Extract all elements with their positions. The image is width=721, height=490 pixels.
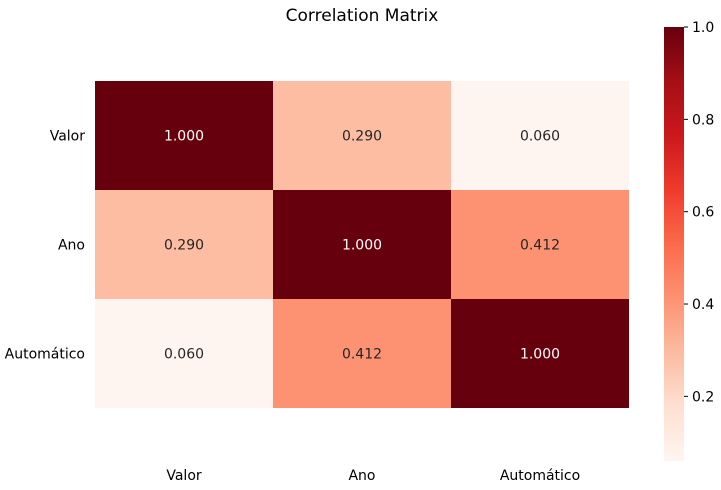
heatmap-cells: 1.000 0.290 0.060 0.290 1.000 0.412 0.060 0.412… <box>95 81 629 408</box>
colorbar-tick-label: 0.2 <box>692 389 714 405</box>
heatmap-cell <box>95 81 273 190</box>
x-tick-label: Automático <box>500 468 580 484</box>
cell-value-label: 0.290 <box>342 129 382 145</box>
colorbar-gradient <box>664 27 684 461</box>
chart-title: Correlation Matrix <box>286 6 439 26</box>
x-tick-label: Ano <box>348 468 375 484</box>
x-axis: Valor Ano Automático <box>166 468 580 484</box>
heatmap-cell <box>95 299 273 408</box>
cell-value-label: 0.060 <box>520 129 560 145</box>
heatmap-cell <box>273 81 451 190</box>
heatmap-cell <box>273 190 451 299</box>
cell-value-label: 1.000 <box>520 347 560 363</box>
heatmap-cell <box>451 81 629 190</box>
cell-value-label: 1.000 <box>342 238 382 254</box>
heatmap-cell <box>95 190 273 299</box>
cell-value-label: 0.412 <box>342 347 382 363</box>
y-tick-label: Valor <box>50 129 86 145</box>
colorbar-tick-label: 0.8 <box>692 112 714 128</box>
heatmap-cell <box>451 299 629 408</box>
x-tick-label: Valor <box>166 468 202 484</box>
cell-value-label: 0.290 <box>164 238 204 254</box>
colorbar: 0.2 0.4 0.6 0.8 1.0 <box>664 20 714 461</box>
heatmap-cell <box>273 299 451 408</box>
y-tick-label: Ano <box>58 238 85 254</box>
heatmap-cell <box>451 190 629 299</box>
cell-value-label: 0.412 <box>520 238 560 254</box>
colorbar-tick-label: 0.6 <box>692 205 714 221</box>
y-axis: Valor Ano Automático <box>5 129 86 363</box>
colorbar-tick-label: 0.4 <box>692 297 714 313</box>
cell-value-label: 0.060 <box>164 347 204 363</box>
y-tick-label: Automático <box>5 347 85 363</box>
colorbar-tick-label: 1.0 <box>692 20 714 36</box>
cell-value-label: 1.000 <box>164 129 204 145</box>
